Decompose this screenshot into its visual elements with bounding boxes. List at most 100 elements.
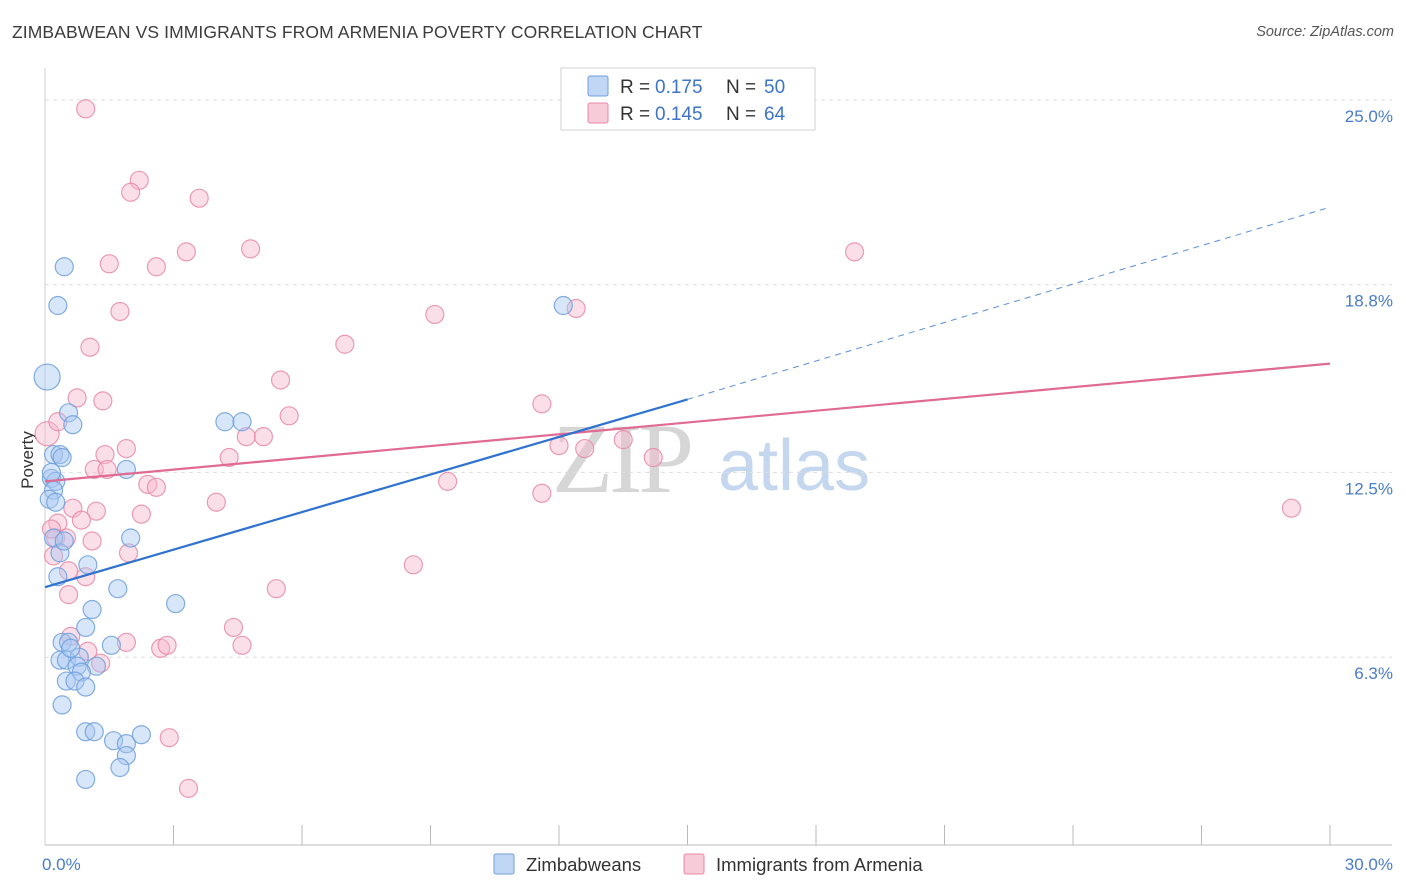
point-armenia-25: [613, 430, 633, 450]
bottom-legend-label-zimbabweans: Zimbabweans: [526, 854, 641, 875]
point-armenia-56: [232, 635, 252, 655]
point-armenia-15: [270, 370, 291, 390]
point-armenia-46: [403, 555, 423, 575]
point-armenia-10: [110, 301, 130, 322]
point-armenia-16: [67, 388, 87, 408]
point-zimbabweans-5: [63, 415, 83, 435]
legend: R = 0.175 N = 50 R = 0.145 N = 64: [560, 67, 816, 131]
point-armenia-17: [93, 391, 113, 411]
point-zimbabweans-18: [50, 543, 70, 563]
legend-n-label-0: N =: [726, 77, 756, 98]
point-zimbabweans-39: [84, 722, 104, 742]
point-zimbabweans-0: [33, 363, 61, 391]
chart-title: ZIMBABWEAN VS IMMIGRANTS FROM ARMENIA PO…: [12, 22, 703, 42]
point-zimbabweans-21: [108, 579, 128, 599]
x-tick-label-0: 0.0%: [42, 855, 81, 874]
legend-r-label-0: R =: [620, 77, 650, 98]
legend-r-value-1: 0.145: [655, 104, 703, 125]
point-zimbabweans-1: [54, 257, 74, 277]
point-armenia-38: [86, 501, 107, 521]
point-zimbabweans-47: [46, 492, 66, 512]
point-armenia-61: [178, 778, 199, 798]
point-zimbabweans-9: [50, 444, 70, 465]
point-zimbabweans-43: [116, 745, 136, 766]
point-armenia-24: [575, 438, 595, 459]
point-armenia-3: [121, 182, 141, 202]
bottom-legend: Zimbabweans Immigrants from Armenia: [493, 853, 923, 875]
point-zimbabweans-35: [65, 671, 85, 691]
point-armenia-9: [844, 242, 865, 262]
bottom-legend-label-immigrants-from-armenia: Immigrants from Armenia: [716, 854, 923, 875]
point-armenia-7: [99, 254, 119, 274]
y-axis-title: Poverty: [18, 431, 37, 489]
trend-line-zimbabweans-extension: [687, 206, 1331, 400]
y-tick-label-0: 6.3%: [1354, 664, 1393, 683]
point-armenia-35: [532, 483, 552, 503]
point-zimbabweans-22: [166, 593, 186, 614]
point-armenia-28: [219, 447, 239, 468]
point-zimbabweans-6: [215, 412, 235, 432]
gridlines: [45, 99, 1392, 658]
point-armenia-4: [189, 188, 209, 208]
point-armenia-13: [335, 334, 355, 354]
point-armenia-26: [116, 438, 136, 459]
y-tick-label-1: 12.5%: [1345, 479, 1393, 498]
point-zimbabweans-3: [553, 295, 573, 316]
point-zimbabweans-36: [76, 677, 96, 697]
point-zimbabweans-10: [52, 447, 72, 468]
bottom-legend-swatch-zimbabweans: [493, 853, 515, 875]
point-zimbabweans-2: [48, 295, 68, 316]
bottom-legend-swatch-immigrants-from-armenia: [683, 853, 705, 875]
point-armenia-11: [425, 304, 445, 325]
point-armenia-55: [157, 635, 177, 655]
point-armenia-53: [116, 632, 136, 652]
point-zimbabweans-49: [54, 531, 74, 551]
source-label: Source: ZipAtlas.com: [1256, 24, 1394, 40]
point-armenia-36: [206, 492, 226, 512]
legend-n-label-1: N =: [726, 104, 756, 125]
point-armenia-29: [643, 447, 663, 468]
point-armenia-39: [131, 504, 151, 524]
point-zimbabweans-24: [76, 617, 96, 638]
point-armenia-47: [76, 567, 96, 587]
legend-r-value-0: 0.175: [655, 77, 703, 98]
point-armenia-40: [71, 510, 92, 530]
trend-line-zimbabweans: [44, 398, 688, 589]
watermark-atlas: atlas: [718, 426, 870, 506]
point-zimbabweans-16: [121, 528, 141, 548]
x-tick-labels: 0.0% 30.0%: [42, 855, 1393, 874]
point-armenia-60: [159, 728, 179, 748]
point-zimbabweans-44: [110, 757, 130, 778]
watermark: ZIP atlas: [552, 403, 870, 514]
series-immigrants-from-armenia: [34, 99, 1302, 798]
point-armenia-6: [241, 239, 261, 259]
point-armenia-14: [80, 337, 100, 357]
legend-r-label-1: R =: [620, 104, 650, 125]
point-armenia-50: [58, 585, 79, 605]
y-tick-label-2: 18.8%: [1345, 292, 1393, 311]
point-zimbabweans-23: [82, 599, 102, 620]
point-armenia-27: [95, 444, 115, 465]
point-zimbabweans-42: [131, 725, 151, 745]
series-zimbabweans: [33, 257, 573, 790]
point-armenia-18: [532, 394, 552, 414]
point-zimbabweans-7: [232, 412, 252, 432]
trend-lines: [44, 206, 1331, 589]
point-zimbabweans-45: [76, 769, 96, 790]
legend-swatch-immigrants-from-armenia: [587, 102, 609, 124]
point-zimbabweans-11: [116, 459, 136, 480]
y-tick-labels: 6.3% 12.5% 18.8% 25.0%: [1345, 107, 1393, 683]
point-armenia-0: [34, 421, 60, 447]
point-armenia-1: [76, 99, 96, 119]
point-zimbabweans-4: [58, 403, 79, 423]
point-zimbabweans-19: [78, 555, 98, 575]
point-armenia-5: [176, 242, 196, 262]
point-armenia-8: [146, 257, 166, 277]
y-tick-label-3: 25.0%: [1345, 107, 1393, 126]
point-armenia-49: [266, 579, 286, 599]
point-zimbabweans-48: [61, 638, 81, 658]
legend-n-value-1: 64: [764, 104, 786, 125]
point-armenia-22: [253, 427, 274, 447]
point-armenia-33: [146, 477, 166, 497]
